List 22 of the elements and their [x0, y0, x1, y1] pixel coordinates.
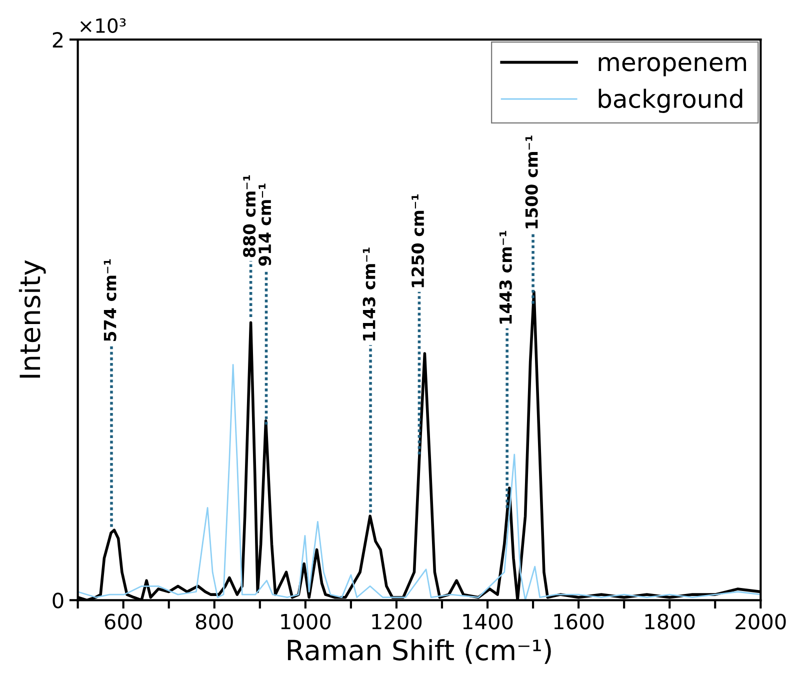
- x-tick-label: 1200: [372, 614, 422, 630]
- x-tick-label: 600: [104, 614, 142, 630]
- y-axis-title: Intensity: [18, 260, 46, 378]
- ref-line-label: 574 cm⁻¹: [104, 259, 116, 341]
- x-tick-label: 1600: [554, 614, 604, 630]
- ref-line-label: 1250 cm⁻¹: [411, 194, 424, 288]
- y-tick-label: 2: [52, 32, 63, 48]
- text: ×10³: [80, 18, 126, 33]
- x-tick-label: 1800: [645, 614, 695, 630]
- y-tick-label: 0: [52, 592, 64, 608]
- x-tick-label: 800: [196, 614, 233, 630]
- legend-label: background: [598, 88, 742, 113]
- x-tick-label: 1400: [463, 614, 513, 630]
- x-tick-label: 1000: [281, 614, 331, 630]
- ref-line-label: 1500 cm⁻¹: [525, 136, 538, 228]
- x-tick-label: 2000: [736, 614, 786, 630]
- legend-label: meropenem: [598, 57, 746, 76]
- ref-line-label: 880 cm⁻¹: [243, 175, 256, 258]
- ref-line-label: 914 cm⁻¹: [258, 184, 272, 266]
- ref-line-label: 1443 cm⁻¹: [499, 230, 512, 324]
- ref-line-label: 1143 cm⁻¹: [362, 248, 376, 340]
- x-axis-title: Raman Shift (cm⁻¹): [288, 639, 551, 664]
